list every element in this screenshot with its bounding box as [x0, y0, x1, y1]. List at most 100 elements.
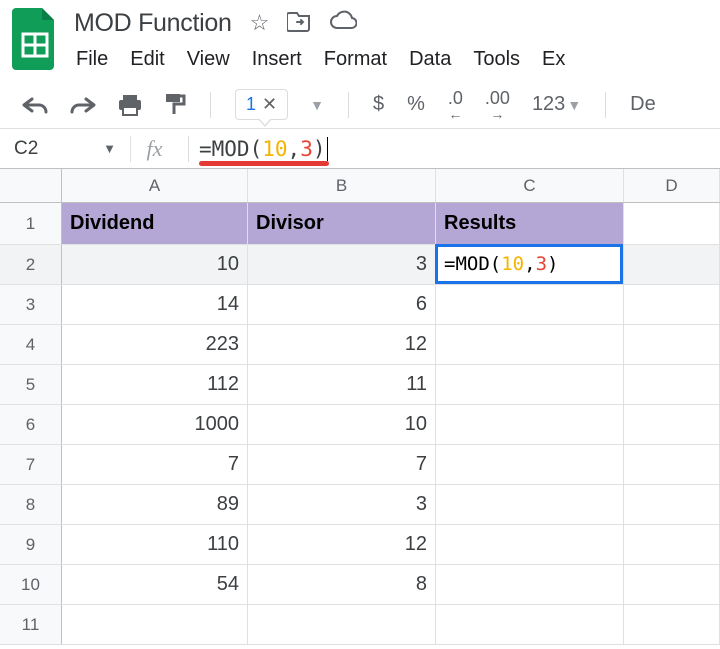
- table-row: 422312: [0, 325, 720, 365]
- row-header[interactable]: 10: [0, 565, 62, 604]
- cell[interactable]: [436, 445, 624, 484]
- zoom-value: 1: [246, 94, 256, 115]
- menu-view[interactable]: View: [187, 48, 230, 71]
- cell[interactable]: [624, 245, 720, 284]
- table-row: 511211: [0, 365, 720, 405]
- cell[interactable]: 12: [248, 325, 436, 364]
- cell[interactable]: [624, 485, 720, 524]
- cell[interactable]: [436, 245, 624, 284]
- cell[interactable]: [436, 485, 624, 524]
- cell[interactable]: [436, 285, 624, 324]
- cell[interactable]: [624, 445, 720, 484]
- doc-title[interactable]: MOD Function: [74, 9, 232, 38]
- toolbar-de[interactable]: De: [630, 93, 656, 116]
- cell[interactable]: 6: [248, 285, 436, 324]
- menu-insert[interactable]: Insert: [252, 48, 302, 71]
- zoom-chip[interactable]: 1 ✕: [235, 89, 288, 120]
- row-header[interactable]: 8: [0, 485, 62, 524]
- cell[interactable]: [436, 605, 624, 644]
- row-header[interactable]: 2: [0, 245, 62, 284]
- row-header[interactable]: 6: [0, 405, 62, 444]
- increase-decimal[interactable]: .00 →: [485, 89, 510, 121]
- table-row: 2103: [0, 245, 720, 285]
- row-header[interactable]: 4: [0, 325, 62, 364]
- row-header[interactable]: 7: [0, 445, 62, 484]
- menu-file[interactable]: File: [76, 48, 108, 71]
- percent-format[interactable]: %: [407, 93, 426, 116]
- cell[interactable]: 3: [248, 485, 436, 524]
- row-header[interactable]: 11: [0, 605, 62, 644]
- menu-ex[interactable]: Ex: [542, 48, 565, 71]
- col-header-B[interactable]: B: [248, 169, 436, 202]
- row-header[interactable]: 9: [0, 525, 62, 564]
- cell[interactable]: [436, 565, 624, 604]
- cell[interactable]: 7: [248, 445, 436, 484]
- menu-edit[interactable]: Edit: [130, 48, 164, 71]
- cell[interactable]: 10: [248, 405, 436, 444]
- fx-icon: fx: [130, 136, 178, 162]
- redo-icon[interactable]: [70, 96, 96, 114]
- header-cell[interactable]: Divisor: [248, 203, 436, 244]
- cell[interactable]: [436, 405, 624, 444]
- chevron-down-icon[interactable]: ▼: [103, 141, 116, 156]
- cell[interactable]: 11: [248, 365, 436, 404]
- formula-input[interactable]: =MOD(10,3): [199, 137, 328, 161]
- cell[interactable]: [624, 605, 720, 644]
- cell[interactable]: [248, 605, 436, 644]
- cell[interactable]: 1000: [62, 405, 248, 444]
- cell[interactable]: [436, 525, 624, 564]
- menu-tools[interactable]: Tools: [473, 48, 520, 71]
- cell[interactable]: [62, 605, 248, 644]
- cell[interactable]: 3: [248, 245, 436, 284]
- cell[interactable]: 110: [62, 525, 248, 564]
- cell[interactable]: [624, 405, 720, 444]
- cell[interactable]: 112: [62, 365, 248, 404]
- decrease-decimal[interactable]: .0 ←: [448, 89, 463, 121]
- table-row: 777: [0, 445, 720, 485]
- cell[interactable]: [624, 285, 720, 324]
- cell[interactable]: [436, 325, 624, 364]
- star-icon[interactable]: ☆: [250, 10, 270, 36]
- table-row: 11: [0, 605, 720, 645]
- number-format[interactable]: 123▼: [532, 93, 581, 116]
- cell[interactable]: [624, 525, 720, 564]
- col-header-A[interactable]: A: [62, 169, 248, 202]
- cell[interactable]: 223: [62, 325, 248, 364]
- cell[interactable]: 8: [248, 565, 436, 604]
- currency-format[interactable]: $: [373, 93, 385, 116]
- name-box[interactable]: C2 ▼: [0, 138, 130, 160]
- undo-icon[interactable]: [22, 96, 48, 114]
- cell[interactable]: 54: [62, 565, 248, 604]
- cell[interactable]: [624, 203, 720, 244]
- print-icon[interactable]: [118, 94, 142, 116]
- cloud-icon[interactable]: [329, 10, 357, 36]
- col-header-C[interactable]: C: [436, 169, 624, 202]
- menu-data[interactable]: Data: [409, 48, 451, 71]
- cell[interactable]: [624, 325, 720, 364]
- cell[interactable]: 7: [62, 445, 248, 484]
- move-icon[interactable]: [287, 10, 311, 36]
- cell[interactable]: 12: [248, 525, 436, 564]
- row-header[interactable]: 1: [0, 203, 62, 244]
- topbar: MOD Function ☆ File Edit View Insert For…: [0, 0, 720, 81]
- table-row: 10548: [0, 565, 720, 605]
- cell[interactable]: [436, 365, 624, 404]
- cell[interactable]: [624, 365, 720, 404]
- row-header[interactable]: 5: [0, 365, 62, 404]
- header-cell[interactable]: Dividend: [62, 203, 248, 244]
- close-icon[interactable]: ✕: [262, 94, 277, 115]
- paint-format-icon[interactable]: [164, 93, 186, 117]
- cell[interactable]: [624, 565, 720, 604]
- formula-bar-row: C2 ▼ fx =MOD(10,3): [0, 129, 720, 169]
- menu-format[interactable]: Format: [324, 48, 387, 71]
- select-all-corner[interactable]: [0, 169, 62, 202]
- row-header[interactable]: 3: [0, 285, 62, 324]
- cell[interactable]: 14: [62, 285, 248, 324]
- header-cell[interactable]: Results: [436, 203, 624, 244]
- table-row: 8893: [0, 485, 720, 525]
- chevron-down-icon[interactable]: ▼: [310, 97, 324, 113]
- sheets-logo[interactable]: [10, 6, 60, 72]
- cell[interactable]: 89: [62, 485, 248, 524]
- cell[interactable]: 10: [62, 245, 248, 284]
- col-header-D[interactable]: D: [624, 169, 720, 202]
